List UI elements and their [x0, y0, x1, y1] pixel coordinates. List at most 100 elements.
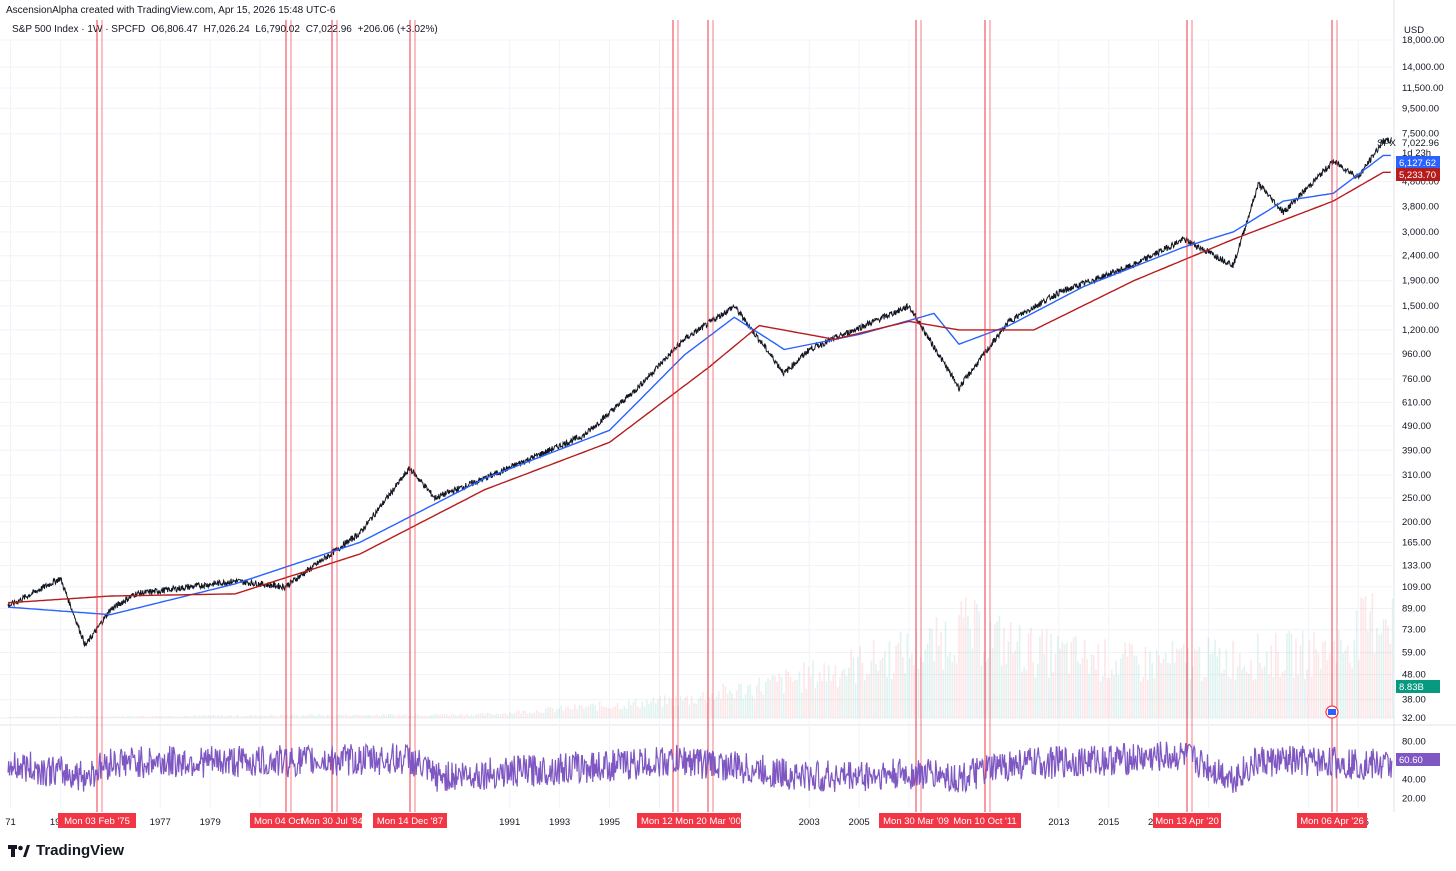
volume-bar — [111, 716, 113, 718]
volume-bar — [30, 717, 33, 718]
volume-bar — [315, 716, 318, 718]
volume-bar — [946, 656, 949, 718]
volume-bar — [803, 662, 805, 718]
volume-bar — [145, 716, 147, 718]
volume-bar — [158, 716, 161, 718]
volume-bar — [210, 715, 212, 718]
volume-bar — [852, 656, 855, 718]
volume-bar — [807, 666, 810, 718]
price-tick-label: 490.00 — [1402, 421, 1431, 432]
volume-bar — [794, 679, 796, 718]
volume-bar — [747, 685, 749, 718]
volume-bar — [1274, 632, 1277, 718]
volume-bar — [991, 647, 994, 718]
volume-bar — [724, 686, 727, 718]
volume-bar — [1288, 630, 1291, 718]
volume-bar — [365, 714, 367, 718]
volume-bar — [1167, 662, 1169, 718]
volume-bar — [1115, 660, 1118, 718]
price-tick-label: 960.00 — [1402, 349, 1431, 360]
price-tick-label: 48.00 — [1402, 670, 1426, 681]
volume-bar — [246, 715, 248, 718]
volume-bar — [702, 692, 704, 718]
volume-bar — [329, 715, 331, 718]
volume-bar — [1324, 640, 1326, 718]
volume-bar — [1333, 641, 1335, 718]
volume-bar — [681, 700, 684, 718]
tradingview-logo[interactable]: TradingView — [8, 842, 124, 859]
date-flag-label: Mon 12 Oct '98 — [641, 816, 705, 827]
volume-bar — [711, 693, 713, 718]
volume-bar — [10, 717, 12, 718]
volume-bar — [64, 716, 66, 718]
volume-bar — [1277, 652, 1279, 718]
volume-bar — [1322, 642, 1324, 718]
volume-bar — [1378, 634, 1380, 718]
volume-bar — [971, 648, 974, 718]
volume-bar — [708, 697, 711, 718]
volume-bar — [1286, 633, 1288, 718]
volume-bar — [1243, 665, 1246, 718]
volume-bar — [1263, 665, 1266, 718]
symbol-title[interactable]: S&P 500 Index · 1W · SPCFD — [12, 24, 146, 35]
volume-bar — [1126, 656, 1129, 718]
volume-bar — [1191, 667, 1194, 718]
date-flag — [58, 813, 136, 828]
price-tick-label: 1,500.00 — [1402, 301, 1439, 312]
volume-bar — [967, 615, 969, 718]
ma-slow-tag-label: 5,233.70 — [1399, 170, 1436, 181]
volume-bar — [508, 712, 511, 718]
volume-bar — [787, 671, 790, 718]
volume-bar — [1353, 640, 1356, 718]
volume-bar — [1272, 677, 1275, 718]
rsi-pane[interactable] — [7, 741, 1393, 794]
price-pane[interactable] — [7, 137, 1392, 648]
volume-bar — [636, 706, 639, 718]
volume-bar — [978, 611, 981, 718]
volume-bar — [839, 677, 841, 718]
ma-fast-line — [8, 154, 1391, 616]
volume-bar — [282, 715, 284, 718]
volume-bar — [771, 674, 774, 718]
rsi-tick-label: 20.00 — [1402, 794, 1426, 805]
price-tick-label: 109.00 — [1402, 582, 1431, 593]
volume-bar — [1189, 679, 1192, 718]
volume-bar — [989, 621, 992, 718]
volume-bar — [1319, 668, 1322, 718]
price-tick-label: 610.00 — [1402, 397, 1431, 408]
volume-bar — [560, 705, 563, 718]
volume-bar — [1245, 671, 1248, 718]
volume-bar — [1054, 653, 1057, 718]
symbol-legend[interactable]: S&P 500 Index · 1W · SPCFD O6,806.47 H7,… — [12, 24, 441, 35]
volume-bar — [1337, 630, 1340, 718]
volume-bar — [1018, 624, 1021, 718]
volume-bar — [443, 714, 446, 718]
volume-bar — [1360, 597, 1362, 718]
ma-fast-tag — [1396, 156, 1440, 169]
volume-bar — [607, 708, 610, 718]
volume-bar — [1025, 670, 1028, 718]
volume-bar — [1259, 662, 1261, 718]
volume-bar — [621, 708, 623, 718]
volume-bar — [562, 710, 565, 718]
volume-bar — [1086, 659, 1088, 718]
volume-bar — [699, 696, 702, 718]
volume-bar — [154, 716, 156, 718]
currency-label: USD — [1404, 25, 1424, 36]
volume-bar — [189, 716, 192, 718]
volume-bar — [1075, 636, 1077, 718]
volume-bar — [1187, 648, 1189, 718]
volume-bar — [100, 716, 102, 718]
volume-bar — [266, 716, 268, 718]
volume-bar — [830, 680, 832, 718]
volume-bar — [1256, 633, 1259, 718]
volume-bar — [333, 716, 336, 718]
volume-bar — [648, 704, 650, 718]
volume-bar — [906, 633, 909, 718]
volume-bar — [791, 681, 794, 718]
ohlc-close: C7,022.96 — [305, 24, 352, 35]
volume-bar — [1153, 678, 1156, 718]
volume-tag — [1396, 680, 1440, 693]
price-tick-label: 760.00 — [1402, 374, 1431, 385]
